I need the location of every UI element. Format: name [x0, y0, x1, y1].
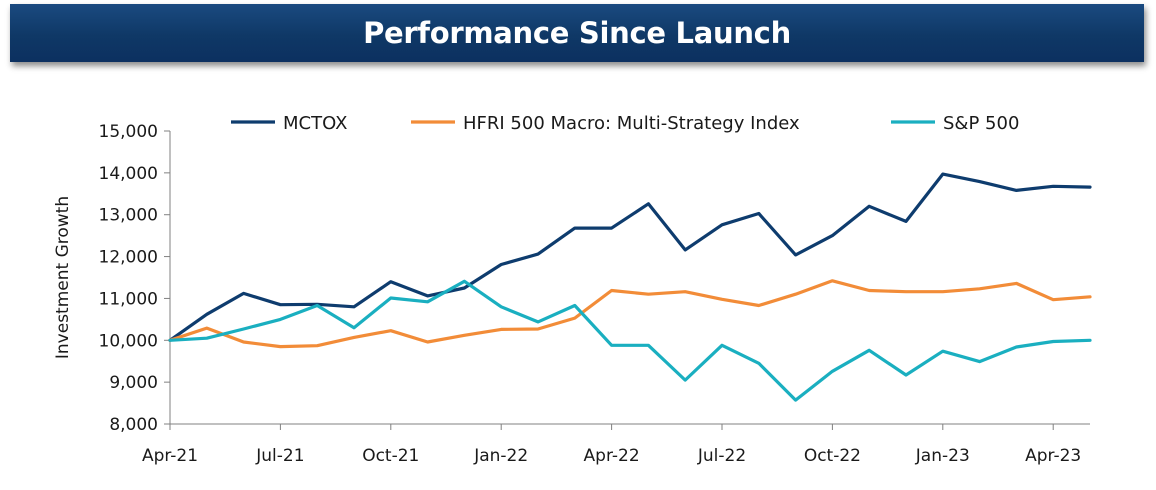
x-tick-label: Apr-23: [1025, 446, 1081, 466]
legend-label-2: HFRI 500 Macro: Multi-Strategy Index: [463, 113, 800, 134]
x-tick-label: Oct-22: [804, 446, 861, 466]
chart-title: Performance Since Launch: [363, 16, 791, 50]
x-tick-label: Apr-22: [584, 446, 640, 466]
x-tick-label: Apr-21: [142, 446, 198, 466]
series-line-3: [168, 279, 1092, 402]
y-tick-label: 15,000: [99, 122, 158, 142]
y-axis-title: Investment Growth: [53, 196, 73, 359]
legend-label-1: MCTOX: [283, 113, 347, 134]
x-tick-label: Jan-22: [473, 446, 528, 466]
y-tick-label: 12,000: [99, 248, 158, 268]
x-tick-label: Jul-21: [255, 446, 304, 466]
y-tick-label: 14,000: [99, 164, 158, 184]
legend-label-3: S&P 500: [943, 113, 1019, 134]
y-tick-label: 9,000: [109, 373, 158, 393]
y-tick-label: 8,000: [109, 415, 158, 435]
x-tick-label: Jul-22: [697, 446, 746, 466]
series-line-1: [168, 172, 1092, 342]
x-tick-label: Jan-23: [915, 446, 970, 466]
x-tick-label: Oct-21: [362, 446, 419, 466]
y-tick-label: 10,000: [99, 331, 158, 351]
y-tick-label: 11,000: [99, 289, 158, 309]
title-banner: Performance Since Launch: [10, 4, 1144, 62]
y-tick-label: 13,000: [99, 206, 158, 226]
series-line-2: [168, 279, 1092, 349]
